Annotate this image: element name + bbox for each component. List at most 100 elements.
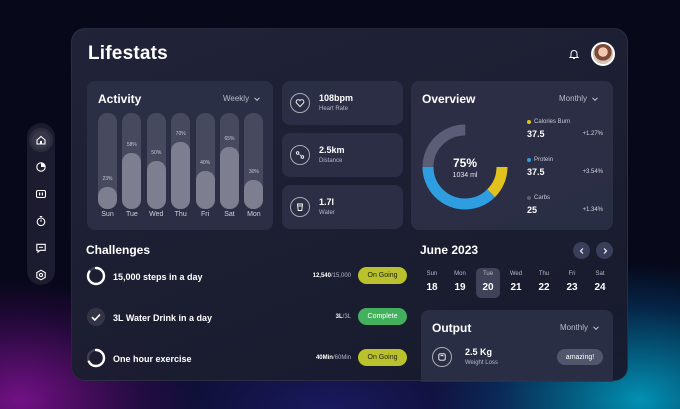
challenge-name: 3L Water Drink in a day <box>113 313 213 323</box>
challenge-progress: 12,540/15,000 <box>312 273 351 279</box>
calendar-day[interactable]: Wed 21 <box>504 268 528 298</box>
chevron-down-icon <box>254 96 260 101</box>
challenge-name: One hour exercise <box>113 354 192 364</box>
activity-bar-fill <box>244 180 264 209</box>
settings-nav-button[interactable] <box>32 266 50 284</box>
calendar-day[interactable]: Thu 22 <box>532 268 556 298</box>
donut-slice-calories-burn[interactable] <box>422 124 508 210</box>
overview-row-calories: Calories Burn 37.5 +1.27% <box>527 119 603 139</box>
status-badge[interactable]: On Going <box>358 267 407 284</box>
activity-bar[interactable]: 50% <box>146 113 166 209</box>
heart-rate-card: 108bpm Heart Rate <box>282 81 403 125</box>
media-nav-button[interactable] <box>32 185 50 203</box>
media-icon <box>35 189 47 199</box>
activity-bar-fill <box>195 170 215 209</box>
donut-slice-protein[interactable] <box>422 124 508 210</box>
activity-bar-label: 50% <box>151 150 162 156</box>
home-icon <box>36 135 46 145</box>
progress-ring-icon <box>86 266 106 286</box>
route-icon <box>290 145 310 165</box>
calendar-month: June 2023 <box>420 243 479 257</box>
progress-ring-fill <box>86 348 106 368</box>
avatar[interactable] <box>591 42 615 66</box>
output-title: Output <box>432 321 472 335</box>
donut-slice-carbs[interactable] <box>422 124 508 210</box>
activity-bar-label: 40% <box>200 159 211 166</box>
calories-name: Calories Burn <box>534 119 571 125</box>
calendar-day-date: 19 <box>454 282 466 293</box>
challenge-progress: 3L/3L <box>335 314 351 320</box>
distance-value: 2.5km <box>319 145 345 155</box>
calendar-prev-button[interactable] <box>573 242 590 259</box>
activity-bar-label: 70% <box>175 130 186 137</box>
calendar-day-date: 23 <box>566 282 578 293</box>
chevron-right-icon <box>603 247 607 254</box>
calendar-day-name: Mon <box>454 271 466 277</box>
carbs-dot <box>527 196 531 200</box>
chat-icon <box>36 243 46 254</box>
status-badge[interactable]: Complete <box>358 308 407 325</box>
calories-change: +1.27% <box>582 131 603 137</box>
cup-icon <box>290 197 310 217</box>
activity-bar-label: 30% <box>248 169 259 176</box>
activity-bar-fill <box>220 146 239 209</box>
challenge-item[interactable]: 3L Water Drink in a day 3L/3L Complete <box>86 307 407 329</box>
activity-bar[interactable]: 58% <box>122 113 142 209</box>
bell-icon[interactable] <box>568 48 580 60</box>
activity-bar[interactable]: 40% <box>195 113 215 209</box>
activity-period-label: Weekly <box>223 94 250 103</box>
distance-label: Distance <box>319 158 343 164</box>
activity-bar[interactable]: 65% <box>220 113 239 209</box>
protein-name: Protein <box>534 157 554 163</box>
calendar-day[interactable]: Fri 23 <box>560 268 584 298</box>
calendar-day[interactable]: Sun 18 <box>420 268 444 298</box>
calendar-day-date: 21 <box>510 282 522 293</box>
chat-nav-button[interactable] <box>32 239 50 257</box>
activity-day-label: Fri <box>201 211 210 218</box>
calendar-day-date: 22 <box>538 282 550 293</box>
activity-day-label: Sat <box>224 211 235 218</box>
calendar-day[interactable]: Sat 24 <box>588 268 612 298</box>
challenge-item[interactable]: 15,000 steps in a day 12,540/15,000 On G… <box>86 266 407 288</box>
timer-icon <box>36 216 46 227</box>
stats-nav-button[interactable] <box>32 158 50 176</box>
timer-nav-button[interactable] <box>32 212 50 230</box>
activity-bar[interactable]: 23% <box>98 113 117 209</box>
calendar-day-name: Tue <box>482 271 494 277</box>
calendar-day[interactable]: Mon 19 <box>448 268 472 298</box>
challenge-name: 15,000 steps in a day <box>113 272 203 282</box>
home-nav-button[interactable] <box>32 131 50 149</box>
challenge-item[interactable]: One hour exercise 40Min/60Min On Going <box>86 348 407 370</box>
water-value: 1.7l <box>319 197 335 207</box>
activity-bar[interactable]: 70% <box>171 113 191 209</box>
calendar-day-name: Sat <box>595 271 605 277</box>
calendar-day[interactable]: Tue 20 <box>476 268 500 298</box>
carbs-name: Carbs <box>534 195 551 201</box>
overview-title: Overview <box>422 92 476 106</box>
output-period-dropdown[interactable]: Monthly <box>560 323 600 332</box>
heart-icon <box>290 93 310 113</box>
progress-ring-icon <box>86 348 106 368</box>
calendar-day-name: Wed <box>509 271 523 277</box>
activity-day-label: Wed <box>149 211 164 218</box>
activity-period-dropdown[interactable]: Weekly <box>223 94 261 103</box>
overview-card: Overview Monthly 75% 1034 ml Calories Bu… <box>411 81 613 230</box>
heart-rate-value: 108bpm <box>319 93 354 103</box>
status-badge[interactable]: On Going <box>358 349 407 366</box>
output-card: Output Monthly 2.5 Kg Weight Loss amazin… <box>421 310 613 382</box>
calendar-next-button[interactable] <box>596 242 613 259</box>
calendar-day-name: Thu <box>538 271 550 277</box>
water-label: Water <box>319 210 335 216</box>
overview-period-dropdown[interactable]: Monthly <box>559 94 599 103</box>
donut-center-percent: 75% <box>452 156 478 170</box>
overview-row-carbs: Carbs 25 +1.34% <box>527 195 603 215</box>
calendar-day-name: Sun <box>426 271 438 277</box>
activity-bar-chart: 23% Sun 58% Tue 50% Wed 70% Thu 40% Fri 65% Sat 30% M… <box>98 113 264 218</box>
overview-donut-chart <box>422 124 508 210</box>
activity-day-label: Sun <box>101 211 114 218</box>
app-title: Lifestats <box>88 43 168 64</box>
protein-value: 37.5 <box>527 167 545 177</box>
overview-period-label: Monthly <box>559 94 588 103</box>
activity-bar[interactable]: 30% <box>244 113 264 209</box>
distance-card: 2.5km Distance <box>282 133 403 177</box>
